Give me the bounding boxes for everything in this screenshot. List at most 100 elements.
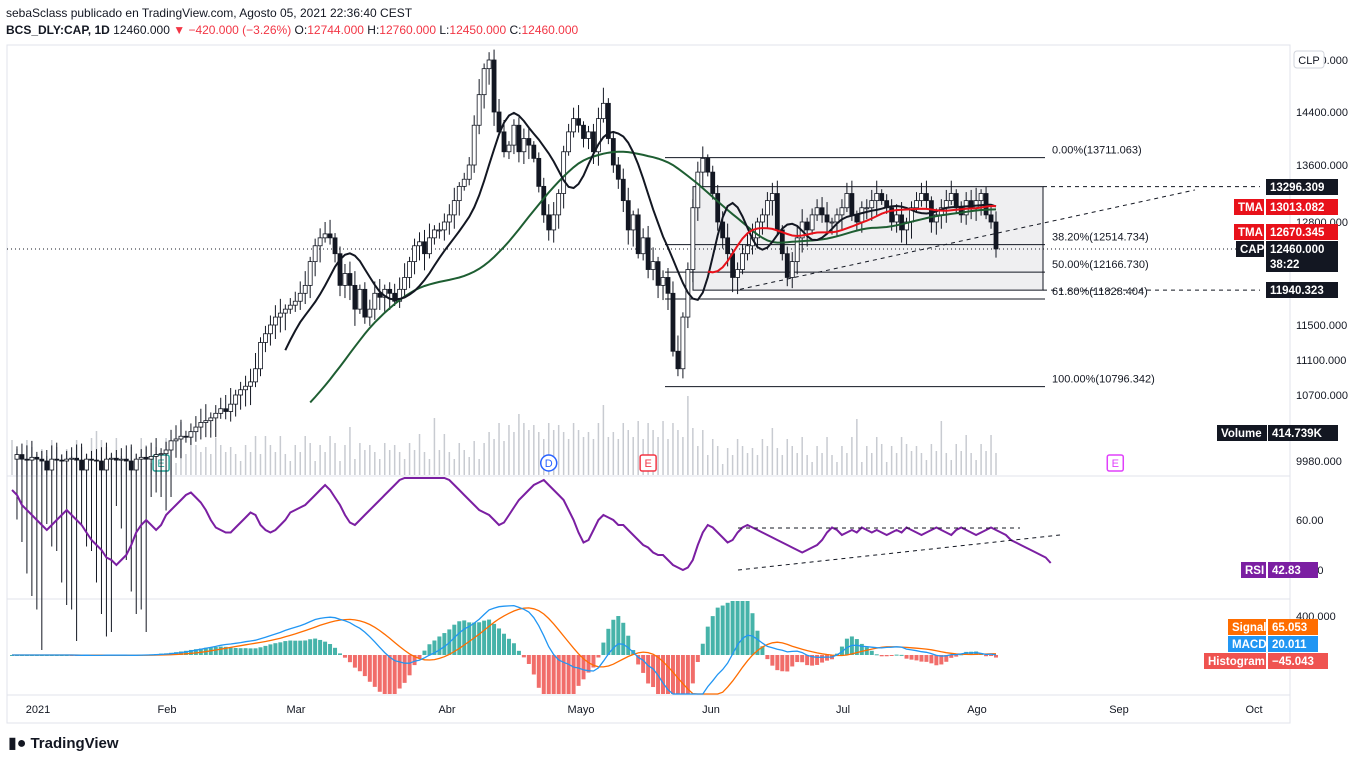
macd-histogram-bar [243,648,248,655]
candle-body [466,164,472,180]
macd-value [1268,636,1318,652]
candle-body [183,435,189,438]
macd-histogram-bar [775,655,780,671]
candle-body [203,420,209,423]
candle-body [461,178,467,187]
countdown-tag-text: 38:22 [1270,259,1299,271]
event-marker[interactable] [539,454,558,472]
candle-body [789,261,795,278]
tradingview-logo-icon: ▮● [8,735,27,752]
macd-histogram-bar [377,655,382,692]
macd-histogram-bar [442,633,447,655]
macd-line[interactable] [12,604,997,695]
macd-histogram-bar [318,639,323,655]
candle-body [784,253,790,278]
candle-body [317,237,323,247]
tma-slow-line[interactable] [309,150,997,404]
candle-body [108,457,114,460]
candle-body [441,221,447,231]
candle-body [158,453,164,456]
macd-histogram-bar [651,655,656,688]
macd-histogram-bar [258,647,263,655]
macd-histogram-bar [347,655,352,663]
price-tick: 10700.000 [1296,390,1348,402]
macd-histogram-bar [432,640,437,655]
candle-body [491,59,497,113]
macd-histogram-bar [621,622,626,655]
macd-histogram-bar [372,655,377,687]
symbol-name[interactable]: BCS_DLY:CAP, 1D [6,23,110,37]
candle-body [675,350,681,370]
candle-body [531,144,537,159]
macd-tag-text: MACD [1232,639,1267,651]
candle-body [282,308,288,314]
candle-body [94,459,99,462]
macd-histogram-bar [333,647,338,655]
candle-body [725,237,731,255]
macd-histogram-bar [879,655,884,657]
range-box[interactable] [692,186,1044,291]
macd-histogram-bar [641,655,646,673]
macd-histogram-bar [680,655,685,694]
candle-body [834,214,840,223]
candle-body [794,237,800,263]
candle-body [596,118,601,153]
candle-body [804,221,810,231]
fib-label: 38.20%(12514.734) [1052,232,1149,244]
candle-body [407,261,412,278]
macd-histogram-bar [601,642,606,655]
footer-brand[interactable]: TradingView [30,734,119,752]
tma-fast-line[interactable] [284,111,997,351]
candle-body [625,200,631,231]
candle-body [764,200,770,216]
event-marker[interactable] [639,454,657,472]
candle-body [208,417,214,422]
candle-body [69,457,75,460]
rsi-trend-line[interactable] [737,534,1061,571]
macd-histogram-bar [740,601,745,655]
macd-histogram-bar [760,646,765,655]
macd-histogram-bar [472,622,477,655]
macd-histogram-bar [402,655,407,683]
macd-histogram-bar [313,638,318,655]
macd-histogram-bar [407,655,412,676]
macd-tag [1228,636,1266,652]
time-tick: Sep [1109,704,1129,716]
signal-value-text: 65.053 [1272,622,1307,634]
macd-histogram-bar [795,655,800,663]
candle-body [258,342,263,370]
trend-line-up[interactable] [739,189,1196,290]
candle-body [148,456,154,460]
macd-histogram-bar [218,646,223,655]
candle-body [402,277,408,290]
macd-histogram-bar [397,655,402,689]
macd-histogram-bar [566,655,571,694]
macd-histogram-bar [800,655,805,663]
tma-red-line[interactable] [707,204,997,274]
volume-value-text: 414.739K [1272,428,1323,440]
macd-histogram-bar [526,655,531,664]
rsi-line[interactable] [11,477,1052,572]
macd-histogram-bar [551,655,556,694]
macd-histogram-bar [675,655,680,694]
candle-body [436,229,442,232]
candle-body [39,458,45,462]
candle-body [690,207,696,270]
candle-body [745,245,750,255]
candle-body [29,456,35,461]
macd-histogram-bar [362,655,367,677]
price-tick: 9980.000 [1296,456,1342,468]
currency-badge[interactable] [1293,50,1325,69]
signal-line[interactable] [12,607,996,695]
candle-body [879,193,885,202]
macd-histogram-bar [427,644,432,655]
macd-histogram-bar [263,645,268,655]
candle-body [864,207,870,210]
candle-body [292,300,298,306]
macd-histogram-bar [387,655,392,694]
event-marker[interactable] [1106,454,1125,472]
candle-body [54,458,60,461]
time-tick: Ago [967,704,987,716]
macd-histogram-bar [805,655,810,666]
